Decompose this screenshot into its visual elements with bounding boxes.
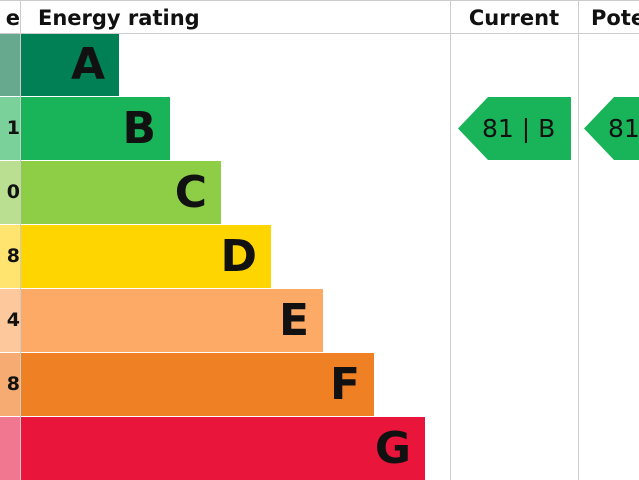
band-letter: F (329, 359, 360, 410)
score-cell-g (0, 417, 20, 480)
divider (578, 0, 579, 480)
divider (450, 0, 451, 480)
band-bar-f: F (20, 353, 374, 416)
band-letter: B (122, 103, 156, 154)
band-letter: C (174, 167, 207, 218)
score-cell-e: 4 (0, 289, 20, 352)
potential-rating-arrow-label: 81 (608, 114, 639, 143)
divider (0, 0, 639, 1)
band-bar-g: G (20, 417, 425, 480)
band-bar-e: E (20, 289, 323, 352)
band-bar-a: A (20, 33, 119, 96)
score-cell-b: 1 (0, 97, 20, 160)
score-cell-f: 8 (0, 353, 20, 416)
current-rating-arrow: 81 | B (458, 97, 571, 160)
band-bar-b: B (20, 97, 170, 160)
band-letter: A (70, 39, 105, 90)
header-energy-rating: Energy rating (38, 6, 200, 30)
divider (0, 33, 639, 34)
divider (20, 0, 21, 480)
band-letter: D (220, 231, 257, 282)
band-letter: E (278, 295, 309, 346)
potential-rating-arrow-shape (584, 97, 639, 160)
header-potential: Pote (591, 6, 639, 30)
current-rating-arrow-label: 81 | B (482, 114, 556, 143)
potential-rating-arrow: 81 (584, 97, 639, 160)
header-score: e (5, 6, 20, 30)
band-bar-c: C (20, 161, 221, 224)
current-rating-arrow-shape (458, 97, 571, 160)
header-current: Current (468, 6, 560, 30)
score-cell-d: 8 (0, 225, 20, 288)
band-bar-d: D (20, 225, 271, 288)
score-cell-c: 0 (0, 161, 20, 224)
band-letter: G (374, 423, 411, 474)
score-cell-a (0, 33, 20, 96)
